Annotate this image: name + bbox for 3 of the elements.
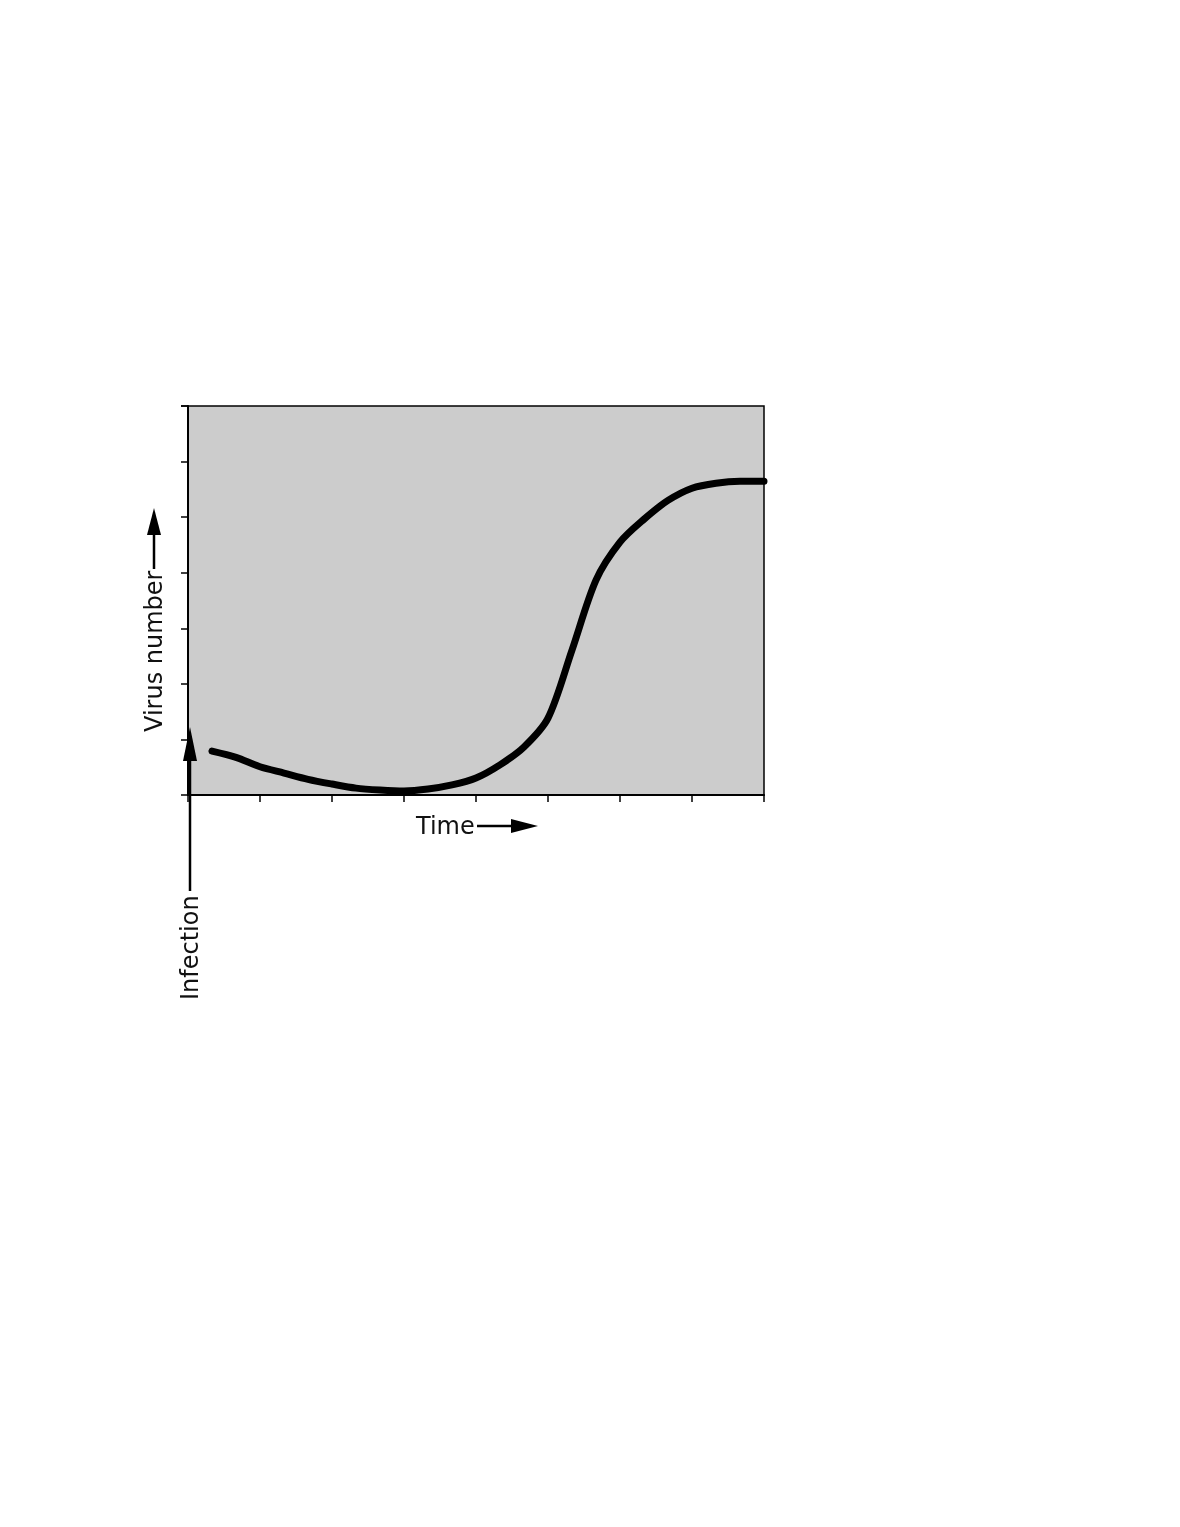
x-axis-title: Time <box>416 812 475 840</box>
y-axis-title: Virus number <box>140 570 168 732</box>
text: Infection <box>176 895 204 1000</box>
